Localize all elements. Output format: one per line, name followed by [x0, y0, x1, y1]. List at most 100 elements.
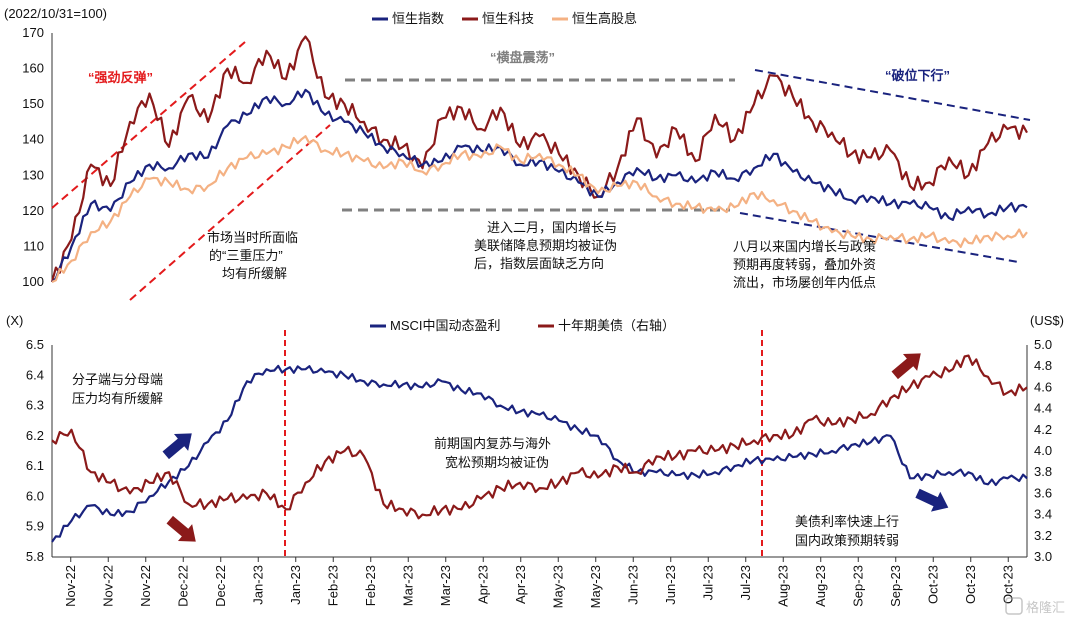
top-y-tick-label: 100 [22, 274, 44, 289]
phase-label-range: “横盘震荡” [490, 50, 555, 65]
annotation-line: 前期国内复苏与海外 [434, 436, 551, 451]
x-tick-label: Oct-23 [925, 565, 940, 604]
bottom-y2-tick-label: 3.2 [1034, 528, 1052, 543]
annotation-line: 后，指数层面缺乏方向 [474, 256, 604, 271]
trend-line-break-lower [739, 212, 1019, 263]
x-tick-label: May-23 [550, 565, 565, 608]
x-tick-label: Oct-23 [1000, 565, 1015, 604]
series-line-hshdy [51, 135, 1028, 284]
x-tick-label: Oct-23 [963, 565, 978, 604]
bottom-y-tick-label: 6.4 [26, 367, 44, 382]
annotation-line: 的“三重压力” [209, 248, 283, 263]
annotation-recovery-falsified: 前期国内复苏与海外 宽松预期均被证伪 [434, 436, 551, 470]
annotation-line: 宽松预期均被证伪 [445, 455, 549, 470]
bottom-x-ticks: Nov-22 Nov-22 Nov-22 Dec-22 Dec-22 Jan-23 Jan-… [63, 557, 1015, 608]
annotation-line: 预期再度转弱，叠加外资 [733, 257, 876, 272]
bottom-panel: (X) (US$) MSCI中国动态盈利 十年期美债（右轴） 5.8 5.9 6.0… [6, 313, 1065, 615]
annotation-february: 进入二月，国内增长与 美联储降息预期均被证伪 后，指数层面缺乏方向 [474, 220, 617, 271]
annotation-line: 流出，市场屡创年内低点 [733, 275, 876, 290]
x-tick-label: Apr-23 [475, 565, 490, 604]
trend-line-rebound-upper [51, 41, 246, 209]
arrow-up-blue-icon [162, 433, 192, 460]
x-tick-label: Dec-22 [175, 565, 190, 607]
top-legend: 恒生指数 恒生科技 恒生高股息 [372, 11, 637, 26]
bottom-y-tick-label: 6.5 [26, 337, 44, 352]
top-series-group [50, 35, 1028, 284]
bottom-y2-tick-label: 5.0 [1034, 337, 1052, 352]
annotation-pressures-eased: 分子端与分母端 压力均有所缓解 [72, 372, 163, 406]
x-tick-label: Sep-23 [850, 565, 865, 607]
legend-label-pe: MSCI中国动态盈利 [390, 318, 501, 333]
series-line-msci-pe [51, 364, 1028, 543]
annotation-yields-rising: 美债利率快速上行 国内政策预期转弱 [795, 514, 899, 548]
x-tick-label: Aug-23 [813, 565, 828, 607]
x-tick-label: Jan-23 [288, 565, 303, 605]
bottom-y2-tick-label: 4.4 [1034, 401, 1052, 416]
legend-label-hsi: 恒生指数 [392, 11, 444, 26]
top-y-tick-label: 160 [22, 61, 44, 76]
series-line-hstech [50, 35, 1028, 283]
top-y-tick-label: 120 [22, 203, 44, 218]
top-index-note: (2022/10/31=100) [4, 6, 107, 21]
x-tick-label: Feb-23 [363, 565, 378, 606]
x-tick-label: Sep-23 [888, 565, 903, 607]
x-tick-label: Jun-23 [625, 565, 640, 605]
trend-line-rebound-lower [129, 124, 331, 301]
bottom-y-label-left: (X) [6, 313, 23, 328]
top-panel: 100 110 120 130 140 150 160 170 (2022/10/31=100… [4, 6, 1031, 301]
bottom-y-ticks-left: 5.8 5.9 6.0 6.1 6.2 6.3 6.4 6.5 [26, 337, 44, 564]
legend-label-ust: 十年期美债（右轴） [558, 318, 675, 333]
bottom-y2-tick-label: 3.8 [1034, 464, 1052, 479]
bottom-y-tick-label: 6.1 [26, 458, 44, 473]
x-tick-label: Dec-22 [213, 565, 228, 607]
bottom-y2-tick-label: 3.4 [1034, 507, 1052, 522]
annotation-line: 美债利率快速上行 [795, 514, 899, 529]
x-tick-label: Nov-22 [100, 565, 115, 607]
phase-label-rebound: “强劲反弹” [88, 70, 153, 85]
annotation-line: 美联储降息预期均被证伪 [474, 238, 617, 253]
bottom-y2-tick-label: 3.6 [1034, 485, 1052, 500]
bottom-series-group [51, 354, 1028, 543]
annotation-line: 国内政策预期转弱 [795, 533, 899, 548]
x-tick-label: Apr-23 [513, 565, 528, 604]
bottom-y2-tick-label: 4.8 [1034, 358, 1052, 373]
top-y-tick-label: 130 [22, 167, 44, 182]
bottom-y2-tick-label: 4.2 [1034, 422, 1052, 437]
legend-label-hshdy: 恒生高股息 [572, 11, 637, 26]
x-tick-label: Mar-23 [438, 565, 453, 606]
x-tick-label: Feb-23 [325, 565, 340, 606]
annotation-three-pressures: 市场当时所面临 的“三重压力” 均有所缓解 [207, 230, 298, 281]
top-y-tick-label: 110 [23, 238, 44, 253]
annotation-august: 八月以来国内增长与政策 预期再度转弱，叠加外资 流出，市场屡创年内低点 [733, 239, 876, 290]
arrow-up-red-icon [891, 353, 921, 380]
phase-label-break: “破位下行” [885, 68, 950, 83]
top-y-tick-label: 140 [22, 132, 44, 147]
annotation-line: 分子端与分母端 [72, 372, 163, 387]
x-tick-label: Jul-23 [700, 565, 715, 600]
annotation-line: 进入二月，国内增长与 [487, 220, 617, 235]
bottom-y-tick-label: 5.9 [26, 519, 44, 534]
x-tick-label: May-23 [588, 565, 603, 608]
x-tick-label: Mar-23 [400, 565, 415, 606]
x-tick-label: Jan-23 [250, 565, 265, 605]
bottom-y-tick-label: 6.0 [26, 488, 44, 503]
annotation-line: 压力均有所缓解 [72, 391, 163, 406]
bottom-y-ticks-right: 3.0 3.2 3.4 3.6 3.8 4.0 4.2 4.4 4.6 4.8 5.0 [1034, 337, 1052, 564]
legend-label-hstech: 恒生科技 [482, 11, 534, 26]
bottom-y-tick-label: 6.2 [26, 428, 44, 443]
x-tick-label: Jun-23 [663, 565, 678, 605]
top-y-tick-label: 170 [22, 25, 44, 40]
bottom-y2-tick-label: 4.0 [1034, 443, 1052, 458]
series-line-hsi [51, 88, 1028, 283]
bottom-y-tick-label: 5.8 [26, 549, 44, 564]
arrow-down-blue-icon [915, 488, 949, 512]
x-tick-label: Nov-22 [138, 565, 153, 607]
series-line-ust10y [51, 354, 1028, 520]
x-tick-label: Jul-23 [738, 565, 753, 600]
bottom-y2-tick-label: 4.6 [1034, 379, 1052, 394]
bottom-legend: MSCI中国动态盈利 十年期美债（右轴） [370, 318, 675, 333]
bottom-y2-tick-label: 3.0 [1034, 549, 1052, 564]
trend-line-break-upper [754, 69, 1031, 121]
annotation-line: 均有所缓解 [222, 266, 287, 281]
